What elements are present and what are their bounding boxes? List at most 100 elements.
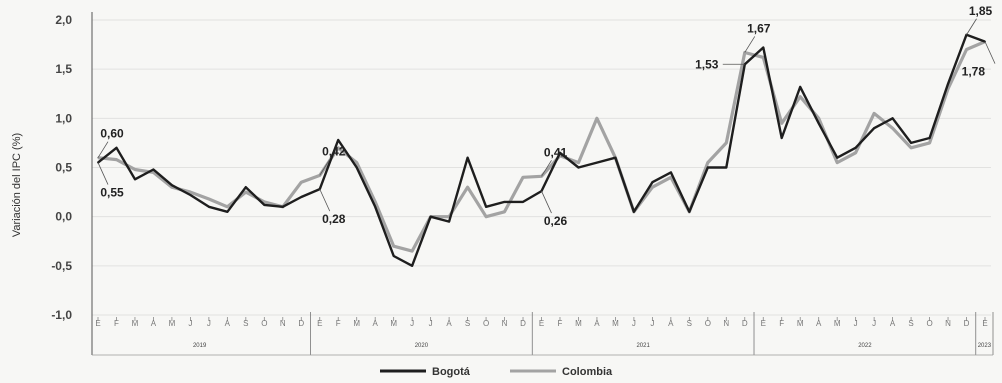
annotation-leader [744,36,756,53]
data-point [577,161,580,164]
x-month-label: F [336,319,341,328]
data-point [207,198,210,200]
x-month-label: E [539,319,544,328]
data-point [226,205,229,208]
x-month-label: O [705,319,711,328]
x-month-label: A [816,319,822,328]
data-point [780,122,783,125]
data-point [134,178,136,181]
y-tick-label: 1,0 [55,111,72,125]
data-point [485,205,487,208]
y-tick-label: 0,0 [55,210,72,224]
data-point [503,201,506,203]
x-month-label: S [908,319,913,328]
x-month-label: J [188,319,192,328]
data-point [226,210,229,213]
data-point [207,205,210,208]
data-point [632,210,635,213]
annotation-leader [319,159,331,176]
data-point [448,220,451,223]
x-month-label: A [668,319,674,328]
x-month-label: E [761,319,766,328]
data-point [910,142,912,144]
data-point [263,201,266,203]
data-point [281,205,284,208]
x-year-label: 2022 [858,343,872,349]
data-point [873,127,876,130]
annotation-label: 1,78 [962,65,986,79]
data-point [854,146,857,149]
x-month-label: M [612,319,619,328]
data-point [891,127,894,130]
data-point [577,166,580,169]
data-point [189,194,192,196]
x-month-label: D [964,319,970,328]
x-year-label: 2021 [636,343,650,349]
x-month-label: S [243,319,248,328]
x-month-label: M [390,319,397,328]
x-month-label: F [114,319,119,328]
y-axis-label: Variación del IPC (%) [11,133,23,237]
axes: 2,0 1,5 1,0 0,5 0,0 -0,5 -1,0 E F M A M J J A S O N D 2019 E… [51,12,994,356]
data-point [503,210,506,213]
data-point [596,161,598,164]
x-month-label: A [890,319,896,328]
x-month-label: M [575,319,582,328]
annotation-leader [97,162,109,185]
data-point [817,117,820,120]
annotation-label: 0,41 [544,145,568,159]
data-point [928,137,931,139]
annotation-label: 0,26 [544,214,568,228]
data-point [300,181,303,184]
x-month-label: A [225,319,231,328]
annotation-leader [966,18,977,35]
x-month-label: M [353,319,360,328]
x-month-label: A [373,319,379,328]
data-point [411,250,414,252]
x-month-label: S [687,319,692,328]
x-month-label: J [207,319,211,328]
data-point [115,146,118,149]
data-point [762,56,765,59]
x-month-label: A [151,319,157,328]
x-month-label: S [465,319,470,328]
x-month-label: E [317,319,322,328]
legend-label: Colombia [562,366,613,378]
y-tick-label: 2,0 [55,13,72,27]
data-point [947,83,949,85]
annotation-label: 0,55 [100,186,124,200]
data-point [171,184,173,187]
data-point [392,245,395,248]
x-month-label: M [169,319,176,328]
x-month-label: J [632,319,636,328]
y-tick-label: 0,5 [55,161,72,175]
x-month-label: J [410,319,414,328]
annotation-leader [541,160,552,177]
data-point [854,151,857,154]
data-point [189,191,192,193]
data-point [836,156,839,159]
x-month-label: F [779,319,784,328]
x-month-label: E [95,319,100,328]
data-point [300,196,303,198]
x-year-label: 2020 [415,343,429,349]
data-point [928,142,931,144]
data-point [152,171,155,174]
data-point [725,142,728,144]
x-month-label: J [429,319,433,328]
annotation-leader [541,190,552,214]
annotation-label: 1,53 [695,57,719,71]
data-point [392,255,395,257]
data-point [522,201,524,203]
data-point [559,151,561,154]
x-month-label: M [797,319,804,328]
annotation-label: 1,67 [747,21,771,35]
annotation-leader [319,188,331,212]
data-point [411,264,414,267]
x-month-label: D [520,319,526,328]
annotation-leader [97,141,109,158]
x-month-label: A [446,319,452,328]
data-point [522,176,524,179]
